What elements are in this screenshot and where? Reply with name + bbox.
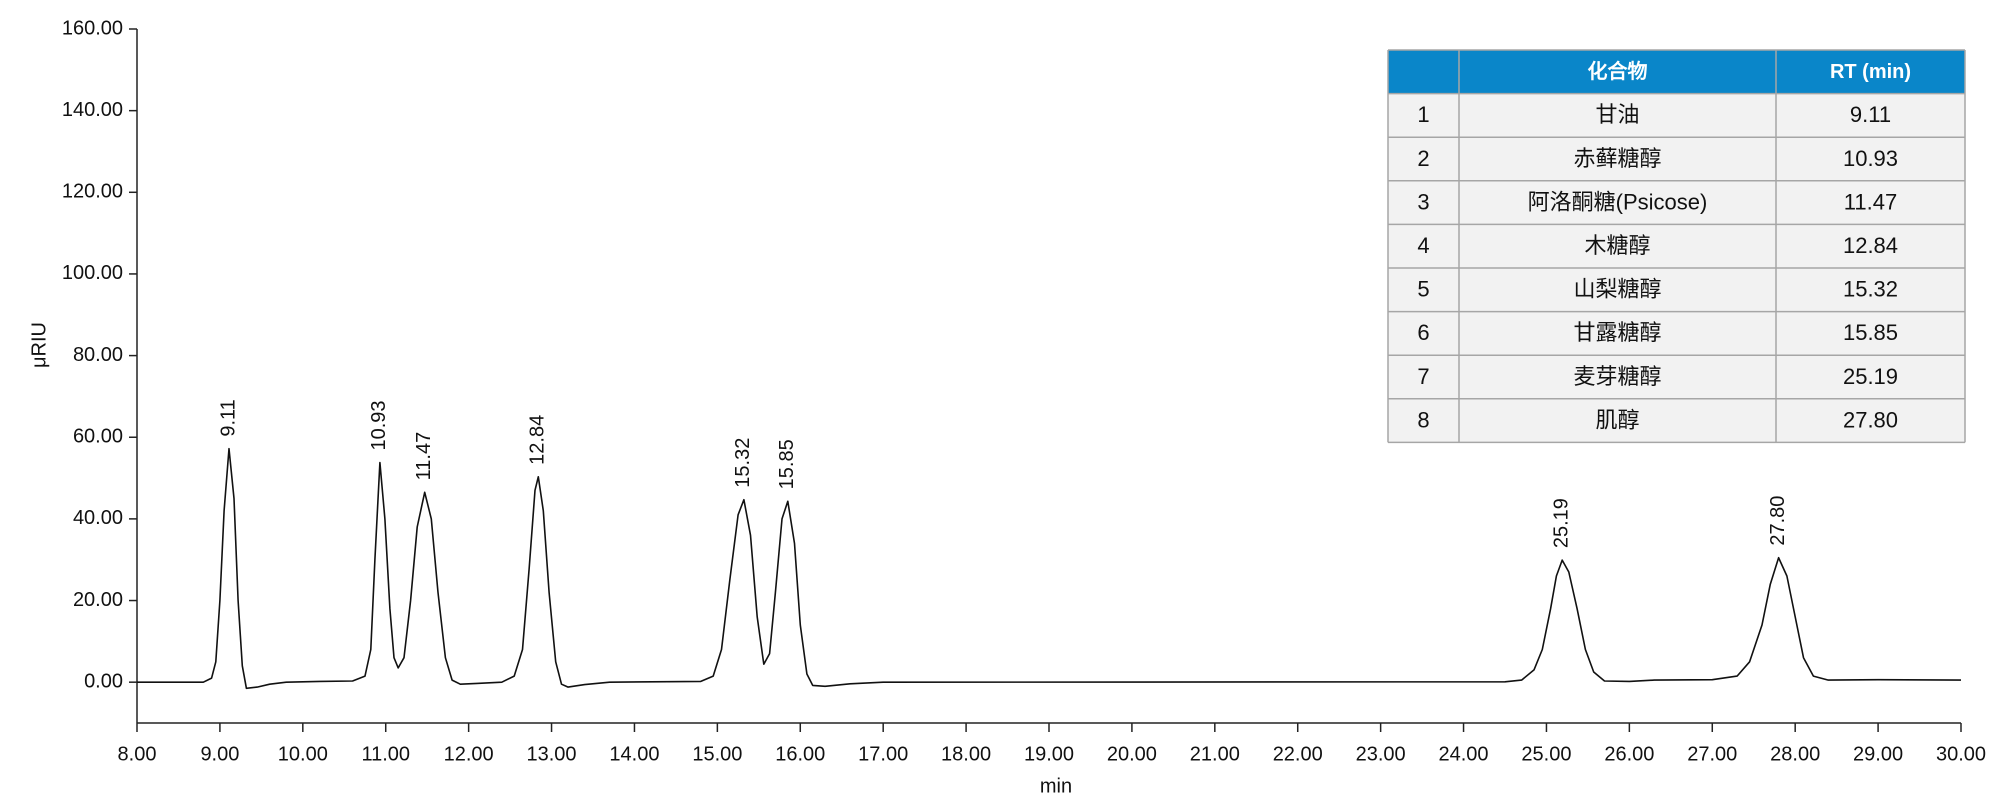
- table-cell: 阿洛酮糖(Psicose): [1528, 189, 1708, 214]
- table-row-bg: [1388, 398, 1965, 443]
- peak-label: 11.47: [413, 432, 435, 481]
- x-tick-label: 10.00: [278, 743, 328, 765]
- trace: [137, 447, 1962, 690]
- y-tick-label: 120.00: [62, 181, 123, 203]
- x-tick-label: 11.00: [361, 743, 410, 765]
- x-tick-label: 21.00: [1190, 743, 1240, 765]
- table-cell: 肌醇: [1595, 407, 1639, 432]
- table-cell: 9.11: [1850, 102, 1891, 127]
- x-tick-label: 18.00: [941, 743, 991, 765]
- peak-label: 15.32: [732, 438, 754, 488]
- y-tick-label: 100.00: [62, 262, 123, 284]
- y-tick-label: 40.00: [73, 507, 123, 529]
- table-cell: 麦芽糖醇: [1573, 364, 1661, 389]
- table-row-bg: [1388, 268, 1965, 312]
- y-tick-label: 0.00: [84, 670, 123, 692]
- x-tick-label: 30.00: [1936, 743, 1986, 765]
- table-header-cell: RT (min): [1830, 61, 1911, 83]
- x-tick-label: 12.00: [444, 743, 494, 765]
- x-tick-label: 27.00: [1687, 743, 1737, 765]
- x-tick-label: 9.00: [200, 743, 239, 765]
- y-tick-label: 60.00: [73, 426, 123, 448]
- y-tick-label: 140.00: [62, 99, 123, 121]
- table-cell: 12.84: [1843, 233, 1898, 258]
- x-tick-label: 22.00: [1273, 743, 1323, 765]
- table-cell: 25.19: [1843, 364, 1898, 389]
- x-tick-label: 23.00: [1356, 743, 1406, 765]
- table-cell: 7: [1417, 364, 1429, 389]
- x-tick-label: 19.00: [1024, 743, 1074, 765]
- table-cell: 2: [1417, 146, 1429, 171]
- table-row-bg: [1388, 355, 1965, 399]
- x-tick-label: 28.00: [1770, 743, 1820, 765]
- x-tick-label: 16.00: [775, 743, 825, 765]
- table-header-bg: [1388, 50, 1965, 94]
- table-cell: 15.85: [1843, 320, 1898, 345]
- x-tick-label: 24.00: [1439, 743, 1489, 765]
- table-row-bg: [1388, 137, 1965, 181]
- x-tick-label: 13.00: [527, 743, 577, 765]
- x-tick-label: 25.00: [1521, 743, 1571, 765]
- table-cell: 3: [1417, 189, 1429, 214]
- table-cell: 4: [1417, 233, 1429, 258]
- y-axis-label: μRIU: [28, 322, 50, 368]
- x-tick-label: 14.00: [609, 743, 659, 765]
- x-axis-label: min: [1040, 775, 1072, 797]
- table-row-bg: [1388, 224, 1965, 268]
- peak-label: 15.85: [776, 439, 798, 489]
- table-cell: 15.32: [1843, 277, 1898, 302]
- table-cell: 27.80: [1843, 407, 1898, 432]
- table-cell: 8: [1417, 407, 1429, 432]
- x-tick-label: 20.00: [1107, 743, 1157, 765]
- table-cell: 甘露糖醇: [1573, 320, 1661, 345]
- x-tick-label: 17.00: [858, 743, 908, 765]
- table-row-bg: [1388, 180, 1965, 225]
- table-cell: 木糖醇: [1584, 233, 1650, 258]
- x-tick-label: 29.00: [1853, 743, 1903, 765]
- peak-label: 25.19: [1550, 498, 1572, 548]
- peak-label: 9.11: [217, 399, 239, 436]
- x-tick-label: 8.00: [118, 743, 157, 765]
- peak-label: 27.80: [1767, 496, 1789, 546]
- table-cell: 10.93: [1843, 146, 1898, 171]
- table-cell: 6: [1417, 320, 1429, 345]
- y-tick-label: 160.00: [62, 17, 123, 39]
- table-cell: 甘油: [1595, 102, 1639, 127]
- table-cell: 赤藓糖醇: [1573, 146, 1661, 171]
- peak-label: 12.84: [527, 415, 549, 465]
- y-tick-label: 80.00: [73, 344, 123, 366]
- x-tick-label: 26.00: [1604, 743, 1654, 765]
- table-cell: 11.47: [1844, 189, 1897, 214]
- table-row-bg: [1388, 93, 1965, 138]
- peak-label: 10.93: [368, 400, 390, 450]
- y-tick-label: 20.00: [73, 589, 123, 611]
- x-tick-label: 15.00: [692, 743, 742, 765]
- table-cell: 1: [1417, 102, 1429, 127]
- table-cell: 山梨糖醇: [1573, 277, 1661, 302]
- table-row-bg: [1388, 311, 1965, 356]
- table-cell: 5: [1417, 277, 1429, 302]
- table-header-cell: 化合物: [1588, 59, 1648, 83]
